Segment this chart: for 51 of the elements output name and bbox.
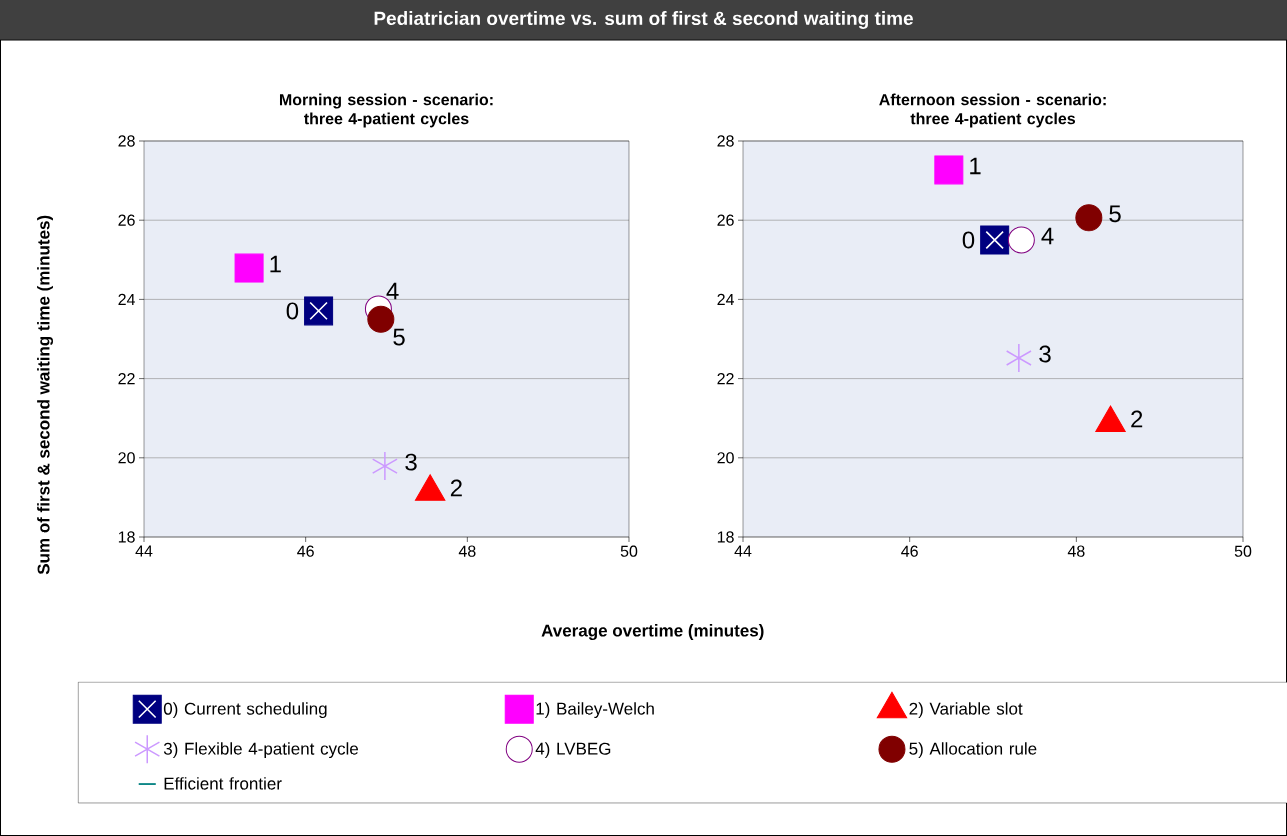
y-tick-label: 22 <box>717 373 734 385</box>
y-tick-label: 20 <box>118 452 135 464</box>
annotation: 2 <box>450 479 462 497</box>
chart-title: Morning session - scenario: three 4-patient cycles <box>279 93 493 128</box>
y-tick-label: 26 <box>118 214 135 226</box>
legend-label: 1) Bailey-Welch <box>536 702 654 719</box>
x-axis-title: Average overtime (minutes) <box>541 624 764 641</box>
y-tick-label: 18 <box>717 531 734 543</box>
x-tick-label: 50 <box>620 545 638 557</box>
y-tick-label: 24 <box>717 293 734 305</box>
annotation: 4 <box>1041 227 1054 245</box>
x-tick-label: 44 <box>734 545 752 557</box>
legend-label: 5) Allocation rule <box>909 742 1037 759</box>
point <box>1075 204 1103 232</box>
annotation: 1 <box>270 255 281 273</box>
y-tick-label: 22 <box>118 373 135 385</box>
y-tick-label: 24 <box>118 293 135 305</box>
point <box>304 296 334 326</box>
legend-label: 4) LVBEG <box>535 742 611 759</box>
legend-label: 3) Flexible 4-patient cycle <box>163 742 359 759</box>
annotation: 4 <box>386 282 399 300</box>
y-tick-label: 28 <box>717 135 734 147</box>
y-tick-label: 18 <box>118 531 135 543</box>
x-tick-label: 46 <box>901 545 918 557</box>
annotation: 3 <box>1039 345 1051 363</box>
point <box>234 253 264 283</box>
annotation: 5 <box>1109 205 1121 223</box>
y-tick-label: 26 <box>717 214 734 226</box>
y-tick-label: 20 <box>717 452 734 464</box>
x-tick-label: 44 <box>135 545 153 557</box>
x-tick-label: 48 <box>458 545 476 557</box>
y-tick-label: 28 <box>118 135 135 147</box>
x-tick-label: 48 <box>1067 545 1085 557</box>
annotation: 1 <box>970 157 981 175</box>
annotation: 2 <box>1131 410 1143 428</box>
text: Pediatrician overtime vs. sum of first & second waiting time <box>374 11 913 29</box>
y-axis-title: Sum of first & second waiting time (minutes) <box>37 215 54 575</box>
point <box>1007 226 1035 254</box>
chart-title: Afternoon session - scenario: three 4-patient cycles <box>879 93 1106 128</box>
annotation: 0 <box>286 302 299 320</box>
legend-label: 0) Current scheduling <box>163 702 327 719</box>
x-tick-label: 46 <box>297 545 314 557</box>
annotation: 5 <box>393 328 405 346</box>
annotation: 0 <box>962 231 975 249</box>
point <box>934 155 964 185</box>
x-tick-label: 50 <box>1234 545 1252 557</box>
annotation: 3 <box>405 453 417 471</box>
point <box>980 225 1010 255</box>
point <box>367 305 395 333</box>
legend-label: 2) Variable slot <box>909 702 1023 719</box>
legend-label: Efficient frontier <box>164 777 282 790</box>
